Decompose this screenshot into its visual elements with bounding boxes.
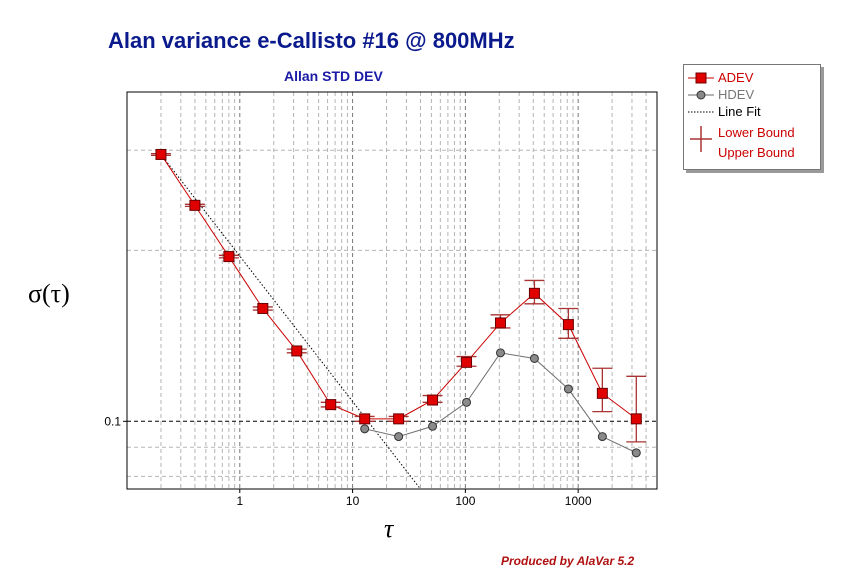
chart-subtitle: Allan STD DEV [284,68,383,84]
footer-credit: Produced by AlaVar 5.2 [501,554,635,568]
hdev-point [563,384,573,394]
y-axis-label: σ(τ) [28,279,70,308]
adev-point [223,251,235,263]
hdev-series [360,348,641,458]
legend-lower-bound-label: Lower Bound [718,125,795,140]
plot-frame [126,91,658,490]
adev-point [325,399,337,411]
adev-point [461,356,473,368]
legend-adev-label: ADEV [718,70,754,85]
legend-line-fit-label: Line Fit [718,104,761,119]
hdev-point [631,448,641,458]
line-fit-legend-marker [688,111,714,113]
adev-point [189,199,201,211]
adev-point [596,387,608,399]
x-tick-label: 100 [455,494,475,508]
hdev-point [428,421,438,431]
legend-hdev-label: HDEV [718,87,755,102]
adev-point [359,413,371,425]
adev-point [494,317,506,329]
adev-point [155,148,167,160]
hdev-point [360,424,370,434]
line-fit-line [160,154,421,490]
hdev-point [529,353,539,363]
adev-point [257,302,269,314]
error-bound-legend-marker [690,126,712,152]
adev-point [562,319,574,331]
hdev-point [597,432,607,442]
line-fit-series [160,154,421,490]
adev-series [150,148,647,443]
legend-upper-bound-label: Upper Bound [718,145,795,160]
tick-labels: 1 10 100 1000 0.1 [104,414,592,508]
plot-area [127,92,657,489]
chart-title: Alan variance e-Callisto #16 @ 800MHz [108,28,515,53]
adev-point [630,413,642,425]
x-tick-label: 10 [346,494,360,508]
adev-point [393,413,405,425]
adev-point [291,345,303,357]
x-tick-label: 1000 [565,494,592,508]
adev-point [528,287,540,299]
adev-point [427,394,439,406]
hdev-point [495,348,505,358]
hdev-point [462,397,472,407]
x-axis-label: τ [384,514,394,543]
x-tick-label: 1 [236,494,243,508]
hdev-point [394,432,404,442]
y-tick-label: 0.1 [104,414,121,428]
legend: ADEV HDEV Line Fit Lower Bound Upper Bou… [683,64,821,170]
adev-legend-marker [688,72,714,84]
hdev-legend-marker [688,90,714,100]
